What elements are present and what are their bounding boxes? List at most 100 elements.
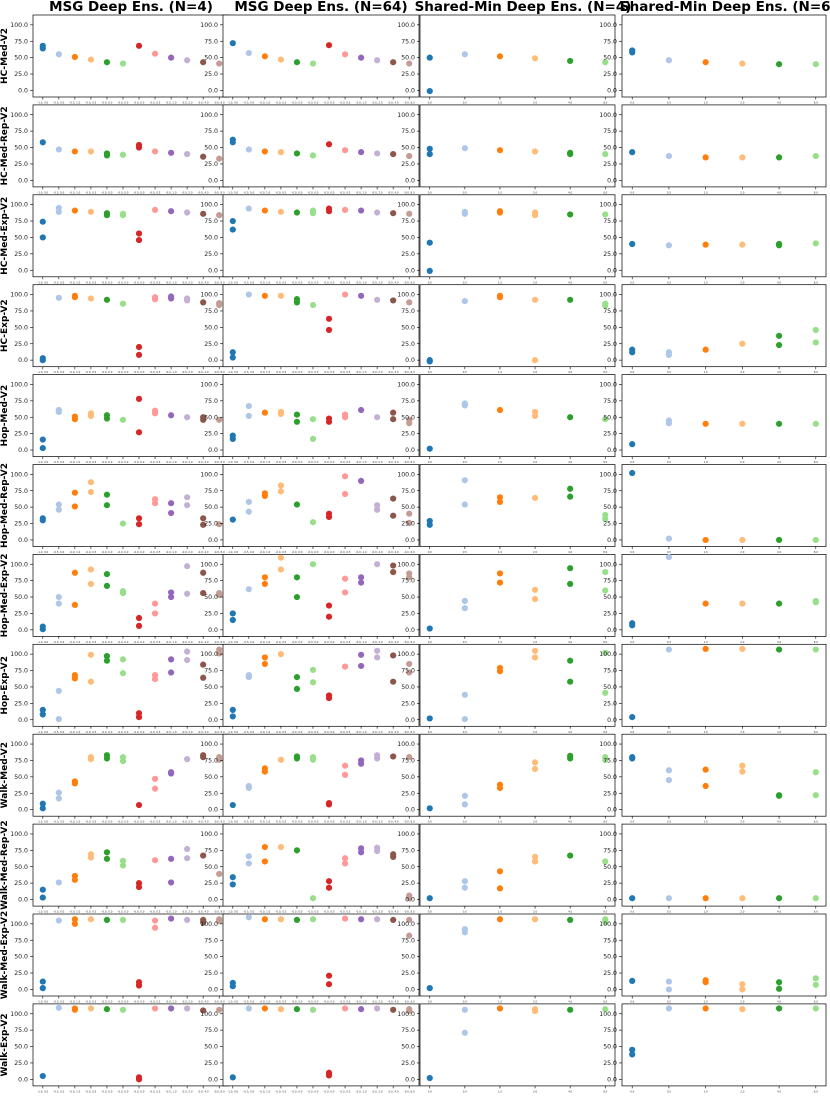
x-tick-label: -0.5, 0.0 (243, 280, 254, 284)
data-point (229, 983, 236, 990)
data-point (55, 917, 62, 924)
x-tick-label: 8.0 (603, 101, 607, 105)
data-point (702, 600, 709, 607)
plot-frame (419, 1003, 616, 1087)
data-point (812, 646, 819, 653)
x-tick-label: 8.0 (814, 1000, 818, 1004)
data-point (135, 883, 143, 891)
data-point (200, 299, 207, 306)
y-tick-label: 25.0 (14, 970, 28, 977)
data-point (496, 1005, 504, 1012)
x-tick-label: -0.0, 8.0 (404, 101, 415, 105)
x-tick-label: -0.0, 0.0 (308, 190, 319, 194)
x-tick-label: -0.0, 8.0 (214, 550, 225, 554)
x-tick-label: -0.0, 8.0 (214, 730, 225, 734)
x-tick-label: -0.0, 2.0 (182, 190, 193, 194)
data-point (325, 42, 333, 49)
y-tick-label: 0.0 (607, 447, 617, 454)
x-tick-label: -0.0, 0.0 (324, 640, 335, 644)
x-tick-label: -0.0, 0.5 (150, 910, 161, 914)
x-tick-label: -0.0, 4.0 (198, 460, 209, 464)
data-point (567, 755, 574, 762)
data-point (200, 210, 207, 217)
y-tick-label: 75.0 (401, 488, 415, 495)
y-tick-label: 25.0 (603, 790, 617, 797)
y-tick-label: 0.0 (208, 88, 218, 95)
x-tick-label: -1.0, 0.0 (227, 460, 238, 464)
x-tick-label: -0.0, 0.0 (118, 370, 129, 374)
x-tick-label: -0.0, 0.0 (118, 1089, 129, 1093)
y-tick-label: 0.0 (607, 537, 617, 544)
x-tick-label: -0.0, 0.5 (340, 910, 351, 914)
x-tick-label: -0.0, 0.0 (308, 460, 319, 464)
data-point (602, 569, 609, 576)
x-tick-label: -0.0, 0.5 (340, 460, 351, 464)
data-point (461, 801, 468, 808)
x-tick-label: -0.0, 1.0 (259, 1089, 270, 1093)
subplot: 0.0 25.0 50.0 75.0 100.0 0.0 0.5 1.0 2.0 4.0 8.0 (599, 374, 827, 464)
data-point (406, 210, 413, 217)
subplot: 0.0 25.0 50.0 75.0 100.0 -1.0, 0.0 -0.5, 0.0 -0… (10, 194, 230, 284)
x-tick-label: -0.0, 8.0 (214, 190, 225, 194)
data-point (309, 435, 317, 442)
data-point (390, 753, 397, 760)
data-point (200, 590, 207, 597)
y-tick-label: 75.0 (14, 38, 28, 45)
y-tick-label: 50.0 (14, 774, 28, 781)
x-tick-label: -0.0, 0.5 (275, 910, 286, 914)
data-point (374, 296, 381, 303)
x-tick-label: -0.0, 1.0 (69, 1000, 80, 1004)
data-point (357, 406, 365, 414)
data-point (461, 878, 468, 885)
x-tick-label: -0.5, 0.0 (53, 370, 64, 374)
x-tick-label: -0.0, 0.0 (102, 1000, 113, 1004)
x-tick-label: -0.0, 1.0 (259, 730, 270, 734)
data-point (39, 234, 46, 241)
data-point (702, 420, 709, 427)
data-point (325, 418, 333, 425)
y-tick-label: 25.0 (14, 880, 28, 887)
data-point (531, 494, 539, 502)
data-point (277, 756, 285, 763)
data-point (567, 852, 574, 859)
data-point (55, 294, 62, 301)
x-tick-label: -0.0, 4.0 (198, 910, 209, 914)
y-tick-label: 100.0 (599, 471, 617, 478)
y-tick-label: 50.0 (204, 594, 218, 601)
x-tick-label: -0.0, 8.0 (214, 370, 225, 374)
subplot: 0.0 25.0 50.0 75.0 100.0 0.0 0.5 1.0 2.0 4.0 8.0 (397, 104, 616, 194)
x-tick-label: -0.0, 4.0 (388, 280, 399, 284)
x-tick-label: -0.0, 4.0 (388, 101, 399, 105)
x-tick-label: -0.0, 0.0 (102, 550, 113, 554)
data-point (151, 500, 159, 507)
data-point (341, 490, 349, 498)
data-point (39, 1072, 46, 1080)
x-tick-label: 1.0 (704, 730, 708, 734)
y-tick-label: 0.0 (18, 357, 28, 364)
x-tick-label: -1.0, 0.0 (37, 1089, 48, 1093)
x-tick-label: -0.0, 1.0 (69, 550, 80, 554)
data-point (390, 562, 397, 569)
data-point (87, 854, 95, 861)
y-tick-label: 100.0 (397, 921, 415, 928)
x-tick-label: -0.0, 8.0 (404, 730, 415, 734)
data-point (184, 855, 191, 862)
data-point (200, 521, 207, 528)
x-tick-label: -0.0, 4.0 (388, 730, 399, 734)
x-tick-label: 0.5 (667, 280, 671, 284)
x-tick-label: -1.0, 0.0 (227, 1000, 238, 1004)
x-tick-label: -1.0, 0.0 (37, 640, 48, 644)
subplot: 0.0 25.0 50.0 75.0 100.0 0.0 0.5 1.0 2.0 4.0 8.0 (599, 643, 827, 734)
x-tick-label: -0.0, 4.0 (198, 1000, 209, 1004)
x-tick-label: 0.5 (463, 1089, 467, 1093)
data-point (119, 60, 127, 67)
y-tick-label: 50.0 (14, 145, 28, 152)
data-point (151, 675, 159, 683)
data-point (200, 919, 207, 926)
y-tick-label: 50.0 (401, 954, 415, 961)
plot-frame (32, 14, 230, 98)
y-tick-label: 100.0 (397, 831, 415, 838)
x-tick-label: 4.0 (777, 910, 781, 914)
data-point (602, 302, 609, 309)
